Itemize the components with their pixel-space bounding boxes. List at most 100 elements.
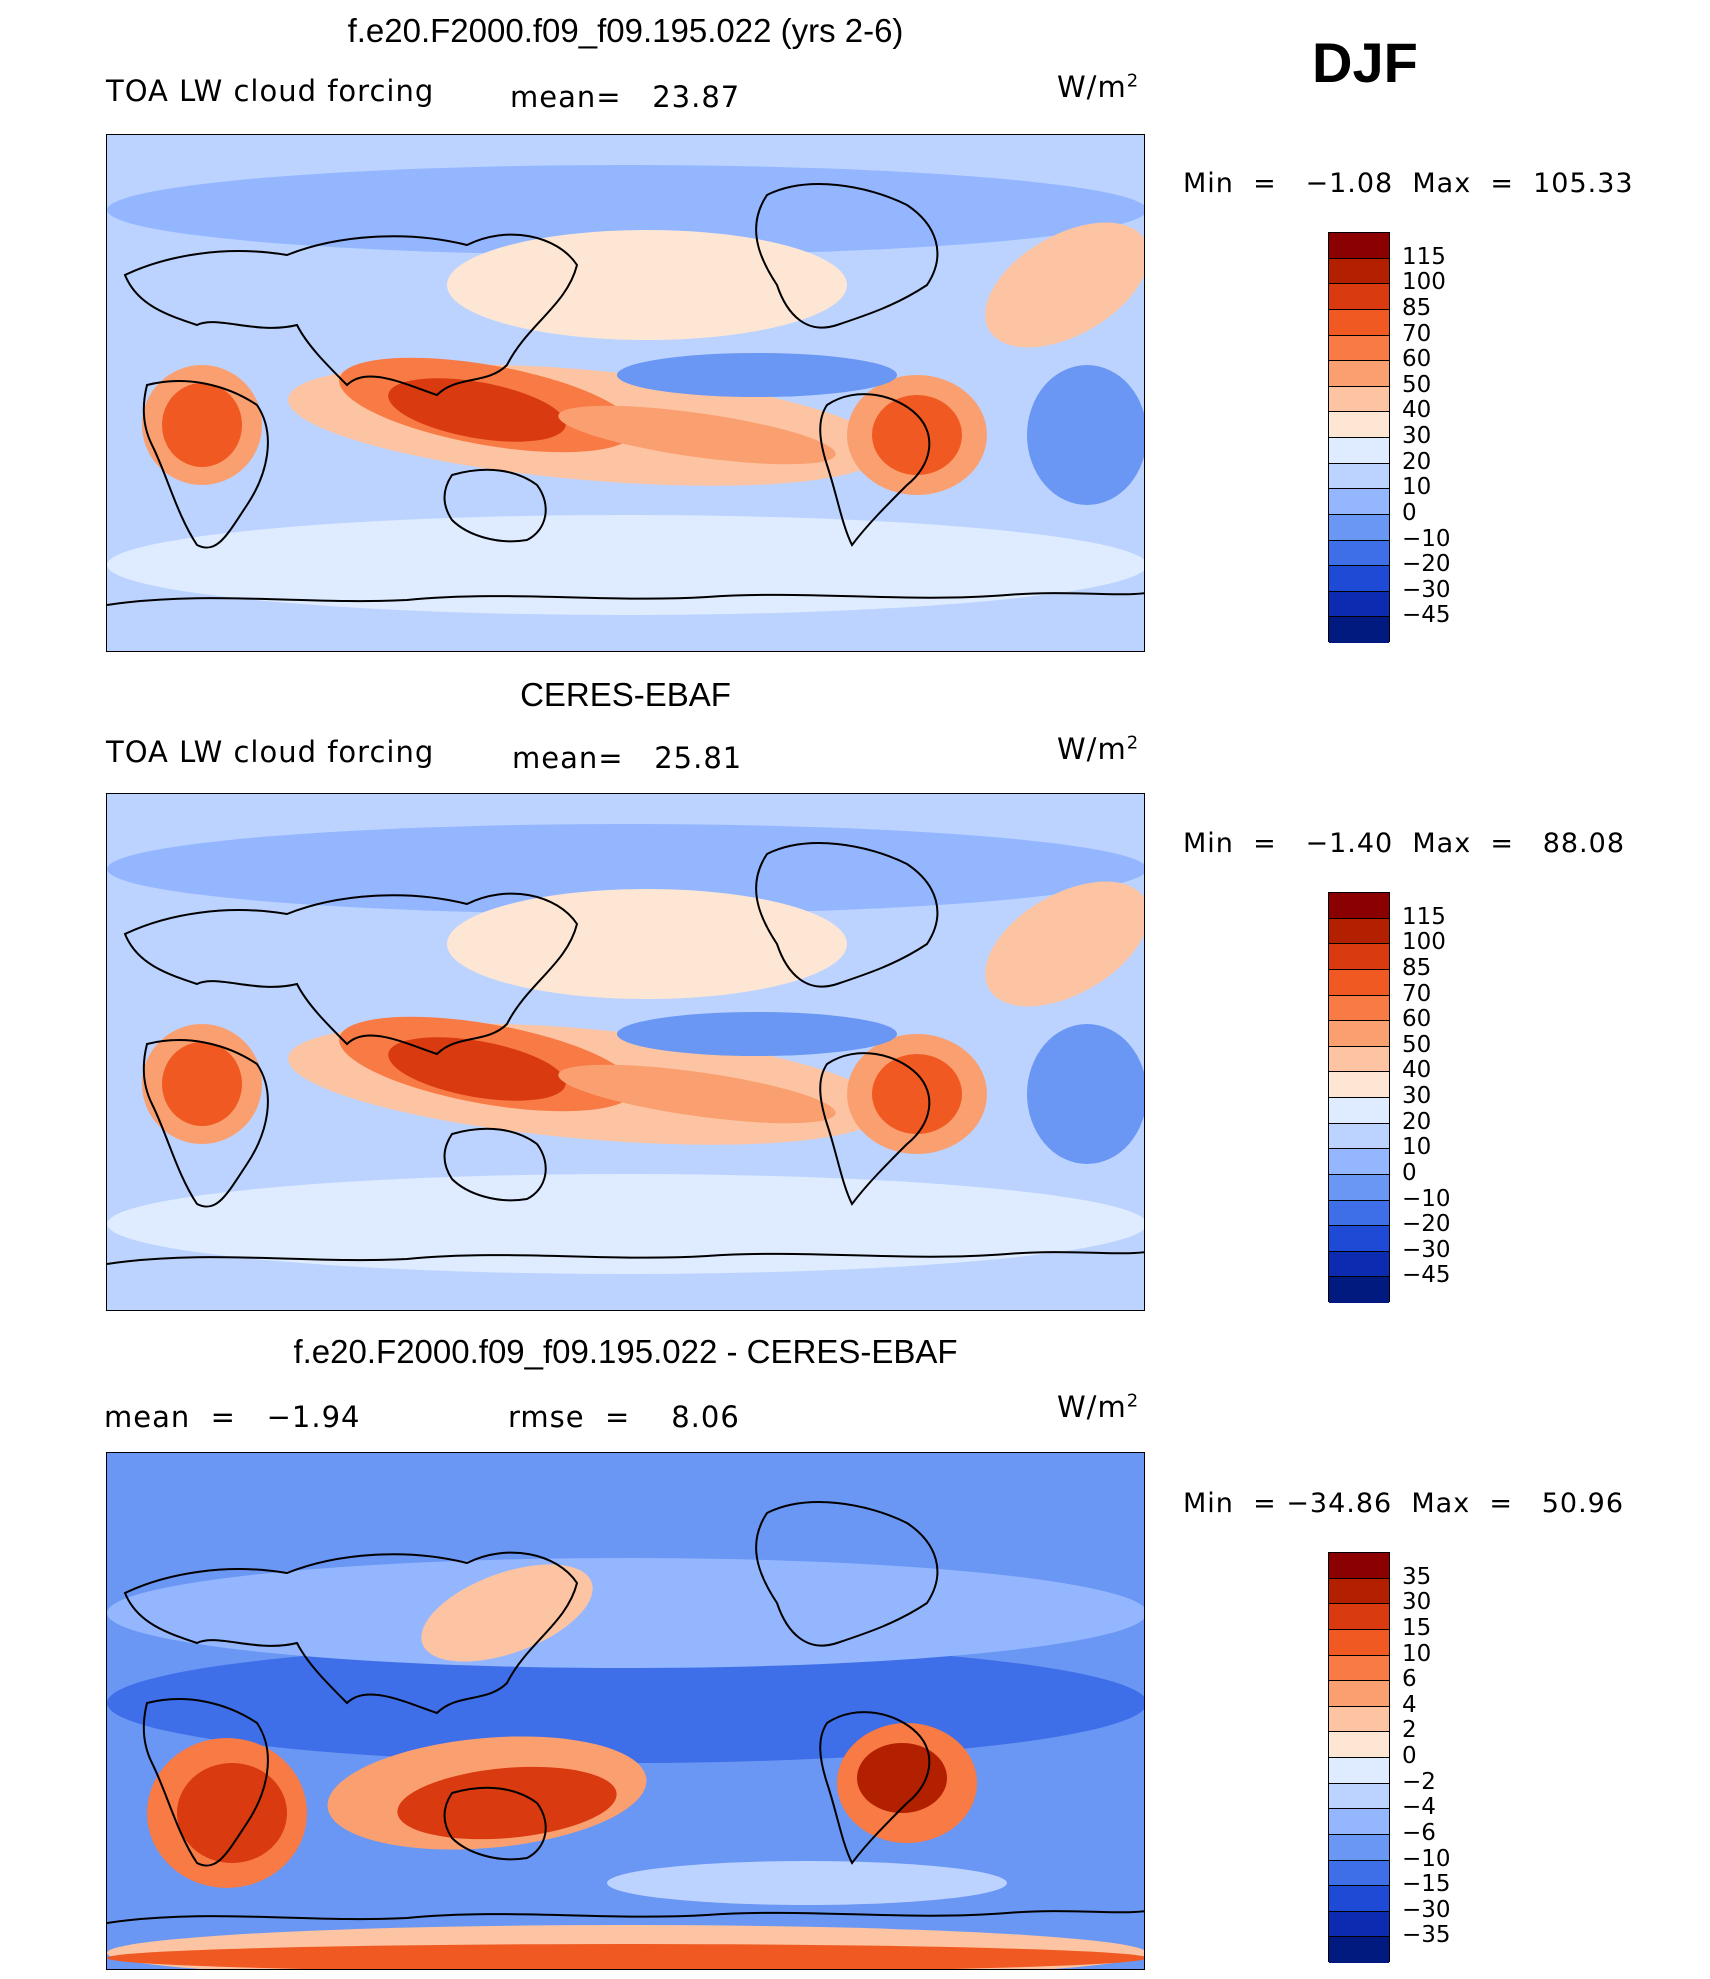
colorbar-tick-label: −30 bbox=[1402, 1896, 1451, 1923]
field-contour bbox=[872, 1054, 962, 1134]
colorbar-swatch bbox=[1329, 1021, 1389, 1047]
colorbar-tick-label: 10 bbox=[1402, 1640, 1432, 1667]
colorbar-tick-label: 70 bbox=[1402, 320, 1432, 347]
field-contour bbox=[558, 405, 836, 465]
colorbar-tick-label: −30 bbox=[1402, 576, 1451, 603]
colorbar-swatch bbox=[1329, 1553, 1389, 1579]
colorbar-tick-label: 10 bbox=[1402, 474, 1432, 501]
field-contour bbox=[607, 1861, 1007, 1905]
field-contour bbox=[447, 889, 847, 999]
field-contour bbox=[1027, 1024, 1144, 1164]
colorbar-swatch bbox=[1329, 540, 1389, 567]
colorbar-swatch bbox=[1329, 1149, 1389, 1175]
colorbar-swatch bbox=[1329, 1732, 1389, 1758]
colorbar-swatch bbox=[1329, 566, 1389, 592]
panel-units: W/m2 bbox=[1057, 1390, 1140, 1424]
colorbar-swatch bbox=[1329, 284, 1389, 310]
map-panel-model bbox=[106, 134, 1145, 652]
colorbar-swatch bbox=[1329, 1809, 1389, 1835]
colorbar-swatch bbox=[1329, 1226, 1389, 1252]
coastline bbox=[755, 183, 939, 329]
colorbar-swatch bbox=[1329, 591, 1389, 618]
coastline bbox=[755, 1501, 939, 1647]
panel-title: f.e20.F2000.f09_f09.195.022 - CERES-EBAF bbox=[293, 1333, 958, 1370]
colorbar-swatch bbox=[1329, 386, 1389, 413]
colorbar-tick-label: 60 bbox=[1402, 1006, 1432, 1033]
colorbar-tick-label: −10 bbox=[1402, 1845, 1451, 1872]
colorbar-tick-label: 100 bbox=[1402, 929, 1446, 956]
colorbar-swatch bbox=[1329, 1174, 1389, 1201]
field-contour bbox=[162, 383, 242, 467]
panel-rmse-label: rmse = 8.06 bbox=[508, 1400, 740, 1434]
colorbar-tick-label: 30 bbox=[1402, 423, 1432, 449]
field-contour bbox=[107, 1558, 1144, 1668]
map-panel-observed bbox=[106, 793, 1145, 1311]
min-max-readout: Min = −1.40 Max = 88.08 bbox=[1183, 828, 1626, 859]
colorbar-tick-label: 20 bbox=[1402, 1108, 1432, 1135]
panel-units: W/m2 bbox=[1057, 70, 1140, 104]
coastline bbox=[107, 1251, 1144, 1265]
colorbar-tick-label: −2 bbox=[1402, 1768, 1436, 1795]
field-contour bbox=[558, 1064, 836, 1124]
world-map-model bbox=[107, 135, 1144, 651]
colorbar-swatch bbox=[1329, 1578, 1389, 1605]
colorbar-swatch bbox=[1329, 1783, 1389, 1810]
colorbar-swatch bbox=[1329, 1886, 1389, 1912]
colorbar-swatch bbox=[1329, 514, 1389, 541]
panel-left-label: TOA LW cloud forcing bbox=[106, 735, 435, 769]
colorbar-tick-label: 10 bbox=[1402, 1134, 1432, 1161]
colorbar-tick-label: 40 bbox=[1402, 1057, 1432, 1084]
season-label: DJF bbox=[1312, 31, 1418, 94]
colorbar-swatch bbox=[1329, 1277, 1389, 1303]
colorbar-tick-label: 6 bbox=[1402, 1666, 1417, 1693]
field-contour bbox=[985, 222, 1144, 348]
world-map-difference bbox=[107, 1453, 1144, 1969]
colorbar-tick-label: −45 bbox=[1402, 602, 1451, 629]
coastline bbox=[443, 1127, 547, 1202]
field-contour bbox=[617, 353, 897, 397]
colorbar-tick-label: −35 bbox=[1402, 1922, 1451, 1949]
coastline bbox=[142, 380, 269, 549]
colorbar-tick-label: 115 bbox=[1402, 903, 1446, 930]
colorbar-tick-label: −20 bbox=[1402, 551, 1451, 578]
colorbar-tick-label: 20 bbox=[1402, 448, 1432, 475]
min-max-readout: Min = −1.08 Max = 105.33 bbox=[1183, 168, 1634, 199]
colorbar-tick-label: 30 bbox=[1402, 1589, 1432, 1616]
colorbar-swatch bbox=[1329, 1604, 1389, 1630]
colorbar-swatch bbox=[1329, 1629, 1389, 1656]
colorbar-swatch bbox=[1329, 1072, 1389, 1098]
coastline bbox=[819, 1711, 931, 1865]
coastline bbox=[819, 1052, 931, 1206]
colorbar-swatch bbox=[1329, 463, 1389, 490]
colorbar-tick-label: 35 bbox=[1402, 1563, 1432, 1590]
min-max-readout: Min = −34.86 Max = 50.96 bbox=[1183, 1488, 1625, 1519]
panel-mean-label: mean= 23.87 bbox=[510, 80, 741, 114]
colorbar-tick-label: 15 bbox=[1402, 1614, 1432, 1641]
coastline bbox=[755, 842, 939, 988]
colorbar-tick-label: 115 bbox=[1402, 243, 1446, 270]
colorbar-swatch bbox=[1329, 1706, 1389, 1733]
field-contour bbox=[857, 1743, 947, 1813]
colorbar-swatch bbox=[1329, 1834, 1389, 1861]
coastline bbox=[142, 1039, 269, 1208]
colorbar-swatch bbox=[1329, 438, 1389, 464]
coastline bbox=[819, 393, 931, 547]
field-contour bbox=[107, 165, 1144, 255]
coastline bbox=[142, 1698, 269, 1867]
coastline bbox=[123, 892, 579, 1056]
field-contour bbox=[107, 515, 1144, 615]
colorbar-tick-label: 0 bbox=[1402, 1743, 1417, 1769]
colorbar-swatch bbox=[1329, 1681, 1389, 1707]
colorbar-tick-label: 0 bbox=[1402, 1159, 1417, 1186]
colorbar-swatch bbox=[1329, 258, 1389, 285]
colorbar-tick-label: 60 bbox=[1402, 346, 1432, 373]
colorbar-swatch bbox=[1329, 1860, 1389, 1887]
panel-title: f.e20.F2000.f09_f09.195.022 (yrs 2-6) bbox=[347, 12, 904, 49]
colorbar-swatch bbox=[1329, 489, 1389, 515]
colorbar-tick-label: 85 bbox=[1402, 294, 1432, 321]
colorbar-swatch bbox=[1329, 918, 1389, 945]
field-contour bbox=[617, 1012, 897, 1056]
field-contour bbox=[447, 230, 847, 340]
coastline bbox=[107, 592, 1144, 606]
map-panel-difference bbox=[106, 1452, 1145, 1970]
